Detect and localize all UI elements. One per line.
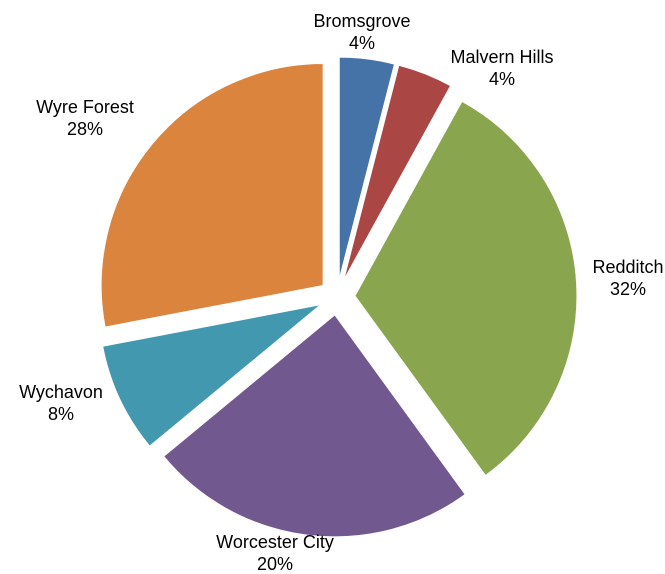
pie-slice-bromsgrove[interactable] (338, 56, 396, 280)
slice-label-value-worcester-city: 20% (257, 554, 293, 574)
pie-slice-wyre-forest[interactable] (100, 63, 324, 328)
slice-label-name-wychavon: Wychavon (19, 382, 103, 402)
slice-label-value-redditch: 32% (610, 279, 646, 299)
pie-slice-wychavon[interactable] (102, 304, 322, 447)
slice-label-name-worcester-city: Worcester City (216, 532, 334, 552)
pie-slice-malvern-hills[interactable] (343, 64, 452, 281)
pie-slice-worcester-city[interactable] (162, 314, 466, 538)
slice-label-name-malvern-hills: Malvern Hills (450, 47, 553, 67)
pie-slice-redditch[interactable] (354, 100, 578, 477)
slice-label-value-wyre-forest: 28% (67, 119, 103, 139)
slice-label-name-redditch: Redditch (592, 257, 663, 277)
slice-label-value-malvern-hills: 4% (489, 69, 515, 89)
slice-label-value-wychavon: 8% (48, 404, 74, 424)
slice-label-name-bromsgrove: Bromsgrove (313, 11, 410, 31)
slice-label-name-wyre-forest: Wyre Forest (36, 97, 134, 117)
slice-label-value-bromsgrove: 4% (349, 33, 375, 53)
